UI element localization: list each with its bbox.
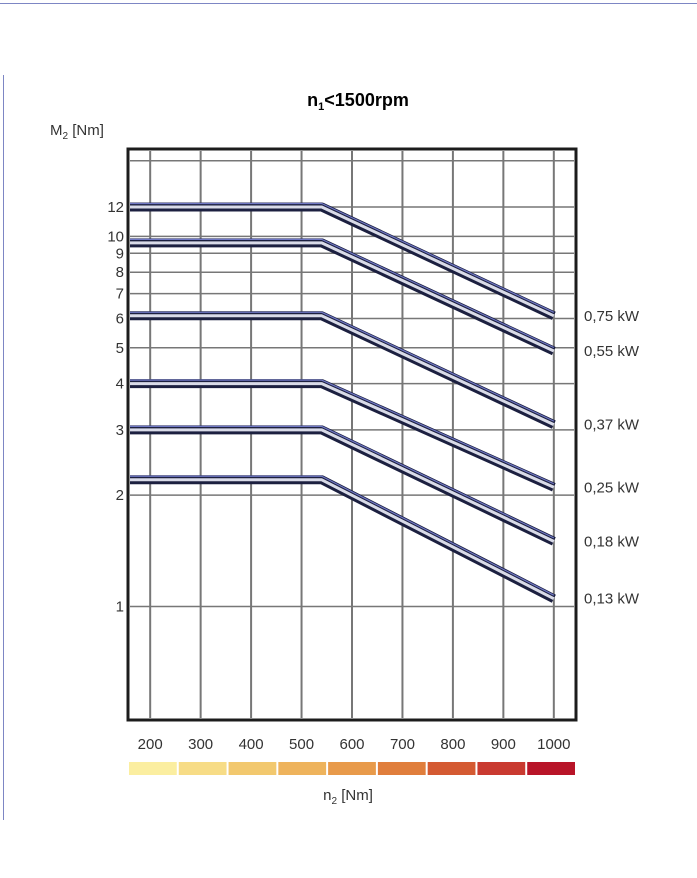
- y-tick-label: 8: [116, 264, 124, 281]
- x-tick-label: 500: [289, 736, 314, 753]
- series-label: 0,25 kW: [584, 479, 640, 496]
- y-tick-label: 9: [116, 245, 124, 262]
- color-bar-segment: [427, 762, 476, 775]
- color-bar-segment: [129, 762, 177, 775]
- series-line: [130, 238, 556, 356]
- series-label: 0,18 kW: [584, 533, 640, 550]
- series-line-highlight: [130, 425, 555, 539]
- y-tick-label: 12: [107, 199, 124, 216]
- series-line-inner: [130, 428, 555, 543]
- plot-frame: [126, 147, 578, 722]
- color-bar-segment: [178, 762, 227, 775]
- color-bar-segment: [477, 762, 526, 775]
- series-line-highlight: [130, 311, 555, 422]
- series-line-highlight: [130, 238, 555, 349]
- series-line-inner: [130, 241, 555, 353]
- speed-color-bar: [129, 762, 575, 775]
- grid: [130, 151, 574, 718]
- series-line: [130, 311, 556, 429]
- series-line-inner: [130, 478, 555, 601]
- x-tick-label: 800: [440, 736, 465, 753]
- series-label: 0,37 kW: [584, 417, 640, 434]
- series-line-highlight: [130, 202, 555, 313]
- series-line-inner: [130, 382, 555, 489]
- series-label: 0,13 kW: [584, 591, 640, 608]
- top-border-line: [0, 3, 697, 4]
- series-line: [130, 475, 556, 603]
- x-tick-label: 700: [390, 736, 415, 753]
- y-tick-label: 5: [116, 340, 124, 357]
- series-line-inner: [130, 314, 555, 426]
- y-tick-label: 4: [116, 376, 124, 393]
- color-bar-segment: [228, 762, 277, 775]
- chart-title: n1<1500rpm: [307, 90, 409, 113]
- x-tick-label: 200: [138, 736, 163, 753]
- y-axis-label: M2 [Nm]: [50, 122, 104, 142]
- x-tick-label: 1000: [537, 736, 570, 753]
- color-bar-segment: [328, 762, 376, 775]
- series-line-highlight: [130, 475, 555, 596]
- y-tick-label: 7: [116, 286, 124, 303]
- left-border-line: [3, 75, 4, 820]
- x-axis-label: n2 [Nm]: [323, 787, 373, 807]
- series-label: 0,75 kW: [584, 308, 640, 325]
- color-bar-segment: [377, 762, 426, 775]
- x-tick-label: 400: [239, 736, 264, 753]
- color-bar-segment: [527, 762, 575, 775]
- series-labels: 0,75 kW 0,55 kW 0,37 kW 0,25 kW 0,18 kW 0,13 …: [584, 308, 640, 608]
- x-tick-label: 600: [339, 736, 364, 753]
- series-lines: [130, 202, 556, 603]
- y-tick-label: 3: [116, 422, 124, 439]
- y-tick-label: 6: [116, 310, 124, 327]
- series-line-inner: [130, 205, 555, 318]
- series-line-highlight: [130, 379, 555, 485]
- series-line: [130, 202, 556, 320]
- y-tick-label: 2: [116, 487, 124, 504]
- color-bar-segment: [278, 762, 327, 775]
- y-tick-label: 10: [107, 228, 124, 245]
- x-tick-label: 900: [491, 736, 516, 753]
- series-label: 0,55 kW: [584, 343, 640, 360]
- y-tick-label: 1: [116, 599, 124, 616]
- x-tick-label: 300: [188, 736, 213, 753]
- x-tick-labels: 200 300 400 500 600 700 800 900 1000: [138, 736, 571, 753]
